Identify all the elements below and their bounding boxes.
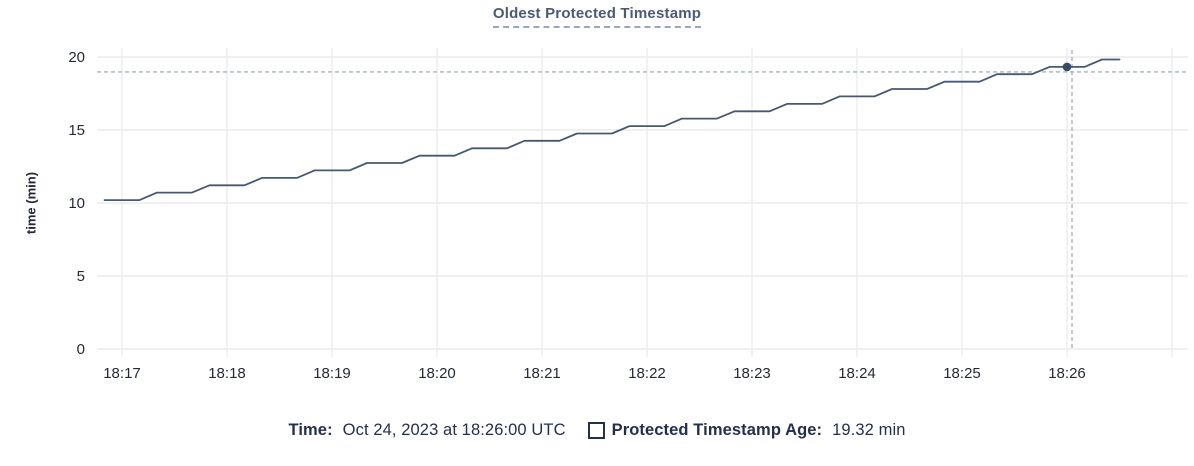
legend-series-value: 19.32 min (832, 421, 906, 439)
x-tick-label: 18:24 (838, 365, 876, 382)
series-toggle-checkbox[interactable] (587, 422, 605, 439)
hover-legend: Time: Oct 24, 2023 at 18:26:00 UTC Prote… (0, 421, 1194, 440)
x-tick-label: 18:18 (208, 365, 246, 382)
y-tick-label: 20 (68, 49, 85, 66)
x-tick-label: 18:20 (418, 365, 456, 382)
y-tick-label: 15 (68, 122, 85, 139)
hover-point[interactable] (1062, 62, 1072, 72)
legend-series-label: Protected Timestamp Age: (611, 421, 823, 439)
x-tick-label: 18:25 (943, 365, 981, 382)
chart-title[interactable]: Oldest Protected Timestamp (492, 5, 702, 28)
y-tick-label: 10 (68, 195, 85, 212)
series-line (103, 58, 1121, 202)
y-tick-label: 0 (77, 341, 85, 358)
x-tick-label: 18:21 (523, 365, 561, 382)
x-tick-label: 18:26 (1048, 365, 1086, 382)
chart-header: Oldest Protected Timestamp (0, 5, 1194, 28)
legend-time-label: Time: (288, 421, 333, 439)
x-tick-label: 18:22 (628, 365, 666, 382)
x-tick-label: 18:17 (103, 365, 141, 382)
y-tick-label: 5 (77, 268, 85, 285)
x-tick-label: 18:23 (733, 365, 771, 382)
chart-canvas[interactable]: 0 5 10 15 20 18:17 18:18 18:19 18:20 18:21 18:22 18… (0, 0, 1194, 400)
x-tick-label: 18:19 (313, 365, 351, 382)
legend-time-value: Oct 24, 2023 at 18:26:00 UTC (342, 421, 566, 439)
